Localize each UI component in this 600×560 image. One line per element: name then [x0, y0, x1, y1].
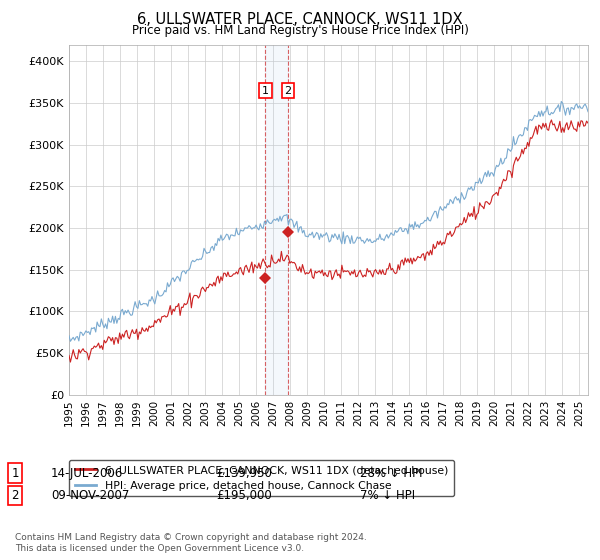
- Text: 1: 1: [11, 466, 19, 480]
- Text: 2: 2: [11, 489, 19, 502]
- Text: 09-NOV-2007: 09-NOV-2007: [51, 489, 130, 502]
- Text: 2: 2: [284, 86, 292, 96]
- Bar: [265, 45, 288, 395]
- Text: 28% ↓ HPI: 28% ↓ HPI: [360, 466, 422, 480]
- Text: £195,000: £195,000: [216, 489, 272, 502]
- Legend: 6, ULLSWATER PLACE, CANNOCK, WS11 1DX (detached house), HPI: Average price, deta: 6, ULLSWATER PLACE, CANNOCK, WS11 1DX (d…: [69, 460, 454, 496]
- Text: £139,950: £139,950: [216, 466, 272, 480]
- Text: Contains HM Land Registry data © Crown copyright and database right 2024.
This d: Contains HM Land Registry data © Crown c…: [15, 533, 367, 553]
- Text: 1: 1: [262, 86, 269, 96]
- Text: 7% ↓ HPI: 7% ↓ HPI: [360, 489, 415, 502]
- Text: 14-JUL-2006: 14-JUL-2006: [51, 466, 123, 480]
- Text: Price paid vs. HM Land Registry's House Price Index (HPI): Price paid vs. HM Land Registry's House …: [131, 24, 469, 37]
- Text: 6, ULLSWATER PLACE, CANNOCK, WS11 1DX: 6, ULLSWATER PLACE, CANNOCK, WS11 1DX: [137, 12, 463, 27]
